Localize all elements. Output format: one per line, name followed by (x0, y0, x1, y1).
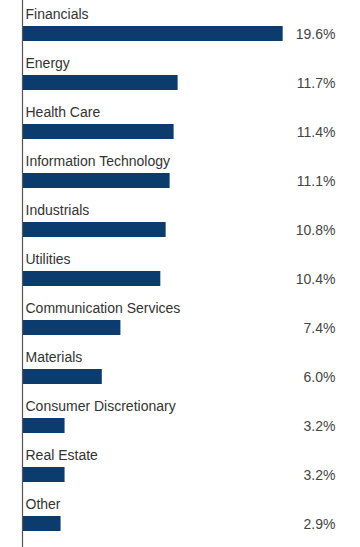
svg-text:Other: Other (26, 496, 61, 512)
svg-text:6.0%: 6.0% (304, 369, 336, 385)
svg-text:Utilities: Utilities (26, 251, 71, 267)
svg-text:7.4%: 7.4% (304, 320, 336, 336)
svg-text:Health Care: Health Care (26, 104, 101, 120)
svg-text:Industrials: Industrials (26, 202, 90, 218)
svg-text:Financials: Financials (26, 6, 89, 22)
svg-text:Energy: Energy (26, 55, 70, 71)
svg-text:Consumer Discretionary: Consumer Discretionary (26, 398, 176, 414)
svg-text:19.6%: 19.6% (296, 26, 336, 42)
svg-text:11.4%: 11.4% (297, 124, 336, 140)
svg-text:10.4%: 10.4% (296, 271, 336, 287)
svg-text:11.1%: 11.1% (297, 173, 336, 189)
svg-text:Materials: Materials (26, 349, 83, 365)
svg-text:3.2%: 3.2% (304, 467, 336, 483)
svg-text:2.9%: 2.9% (304, 516, 336, 532)
svg-text:Communication Services: Communication Services (26, 300, 181, 316)
svg-text:Real Estate: Real Estate (26, 447, 99, 463)
svg-text:11.7%: 11.7% (297, 75, 336, 91)
svg-text:3.2%: 3.2% (304, 418, 336, 434)
svg-text:Information Technology: Information Technology (26, 153, 171, 169)
svg-text:10.8%: 10.8% (296, 222, 336, 238)
